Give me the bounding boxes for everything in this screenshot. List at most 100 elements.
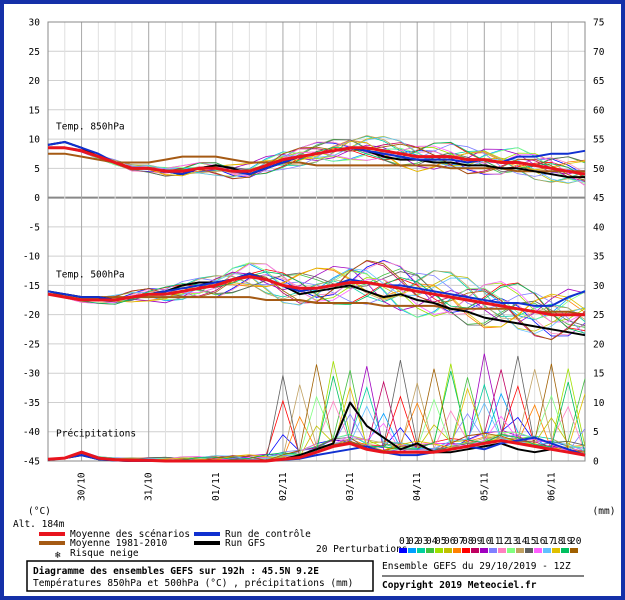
series-t500-line (47, 275, 585, 317)
perturbation-swatch (543, 548, 551, 553)
perturbation-id: 08 (462, 536, 474, 547)
y-left-tick-label: 0 (34, 193, 40, 204)
perturbation-precip-line (47, 369, 586, 461)
perturbation-id: 07 (453, 536, 464, 547)
panel-labels: Temp. 850hPa Temp. 500hPa Précipitations (56, 121, 136, 439)
y-left-tick-label: 30 (29, 18, 41, 29)
perturbation-t500-line (47, 271, 586, 326)
y-right-tick-label: 70 (593, 47, 605, 58)
y-left-tick-label: -40 (23, 427, 40, 438)
perturbation-swatch (570, 548, 578, 553)
perturbation-id: 04 (426, 536, 438, 547)
left-unit-label: (°C) (28, 506, 51, 517)
y-right-tick-label: 60 (593, 105, 605, 116)
y-right-tick-label: 45 (593, 193, 604, 204)
perturbation-swatch (552, 548, 560, 553)
perturbation-id: 20 (570, 536, 582, 547)
perturbation-swatch (480, 548, 488, 553)
x-date-tick-label: 04/11 (412, 472, 423, 501)
y-right-tick-label: 65 (593, 76, 604, 87)
x-date-tick-label: 03/11 (345, 472, 356, 501)
y-left-tick-label: -20 (23, 310, 40, 321)
perturbation-id: 12 (498, 536, 509, 547)
copyright-text: Copyright 2019 Meteociel.fr (382, 580, 537, 591)
perturbation-id: 10 (480, 536, 492, 547)
y-left-tick-label: -10 (23, 252, 40, 263)
perturbation-t500-line (47, 259, 586, 341)
perturbations-label: 20 Perturbations (316, 544, 408, 555)
perturbation-id: 09 (471, 536, 483, 547)
perturbation-swatch (561, 548, 569, 553)
y-left-tick-label: -30 (23, 369, 40, 380)
perturbation-t500-line (47, 267, 586, 328)
y-right-tick-label: 20 (593, 339, 605, 350)
perturbation-id: 16 (534, 536, 546, 547)
y-right-tick-label: 0 (593, 457, 599, 468)
ensemble-info: Ensemble GEFS du 29/10/2019 - 12Z (382, 561, 571, 572)
y-left-tick-label: 10 (29, 135, 41, 146)
perturbation-id: 02 (408, 536, 419, 547)
x-date-tick-label: 01/11 (211, 472, 222, 501)
y-right-tick-label: 40 (593, 222, 605, 233)
altitude-label: Alt. 184m (13, 519, 65, 530)
perturbation-id: 05 (435, 536, 446, 547)
perturbation-id: 18 (552, 536, 564, 547)
legend-label: Risque neige (70, 548, 139, 559)
perturbation-swatch (507, 548, 515, 553)
perturbation-swatch (462, 548, 470, 553)
main-series-lines (47, 141, 586, 463)
perturbation-id: 11 (489, 536, 501, 547)
chart-subtitle: Températures 850hPa et 500hPa (°C) , pré… (33, 578, 353, 589)
perturbation-swatch (498, 548, 506, 553)
x-date-tick-label: 02/11 (278, 472, 289, 501)
y-left-tick-label: 20 (29, 76, 41, 87)
x-date-tick-label: 31/10 (144, 472, 155, 501)
series-precip-line (47, 439, 586, 463)
y-left-tick-label: 25 (29, 47, 40, 58)
perturbation-swatch (534, 548, 542, 553)
perturbation-swatch (444, 548, 452, 553)
x-date-tick-label: 05/11 (479, 472, 490, 501)
y-right-tick-label: 75 (593, 18, 604, 29)
gefs-ensemble-chart: 302520151050-5-10-15-20-25-30-35-40-4575… (13, 18, 615, 592)
series-t850-line (48, 146, 586, 176)
y-left-tick-label: 15 (29, 105, 40, 116)
precip-panel-label: Précipitations (56, 429, 136, 440)
perturbation-swatch (525, 548, 533, 553)
x-date-tick-label: 30/10 (77, 472, 88, 501)
perturbation-swatch (426, 548, 434, 553)
y-left-tick-label: -35 (23, 398, 40, 409)
perturbation-swatch (417, 548, 425, 553)
legend-label: Run GFS (225, 538, 265, 549)
y-left-tick-label: -15 (23, 281, 40, 292)
y-right-tick-label: 30 (593, 281, 605, 292)
right-unit-label: (mm) (593, 506, 616, 517)
perturbation-id: 01 (399, 536, 411, 547)
y-left-tick-label: -5 (29, 222, 40, 233)
y-right-tick-label: 10 (593, 398, 605, 409)
perturbation-swatch (408, 548, 416, 553)
y-right-tick-label: 35 (593, 252, 604, 263)
chart-frame: 30 25 20 15 10 5 0 -5 -10 -15 -20 -25 -30 -35 -40 -45 75… (4, 4, 621, 596)
perturbation-id: 14 (516, 536, 528, 547)
perturbation-id: 06 (444, 536, 456, 547)
perturbation-swatch (516, 548, 524, 553)
chart-title: Diagramme des ensembles GEFS sur 192h : … (33, 566, 319, 577)
axis-ticks: 302520151050-5-10-15-20-25-30-35-40-4575… (13, 18, 615, 531)
legend-label: Moyenne des scénarios (70, 529, 190, 540)
perturbation-t500-line (47, 259, 586, 337)
y-right-tick-label: 50 (593, 164, 605, 175)
perturbation-id: 17 (543, 536, 554, 547)
perturbation-swatch (399, 548, 407, 553)
perturbation-t850-line (47, 136, 586, 184)
perturbation-id: 03 (417, 536, 428, 547)
perturbation-swatch (489, 548, 497, 553)
y-right-tick-label: 5 (593, 427, 599, 438)
perturbation-id: 19 (561, 536, 573, 547)
y-right-tick-label: 55 (593, 135, 604, 146)
t500-panel-label: Temp. 500hPa (56, 269, 125, 280)
perturbation-id: 13 (507, 536, 518, 547)
y-right-tick-label: 25 (593, 310, 604, 321)
snowflake-icon: ❄ (55, 550, 61, 561)
